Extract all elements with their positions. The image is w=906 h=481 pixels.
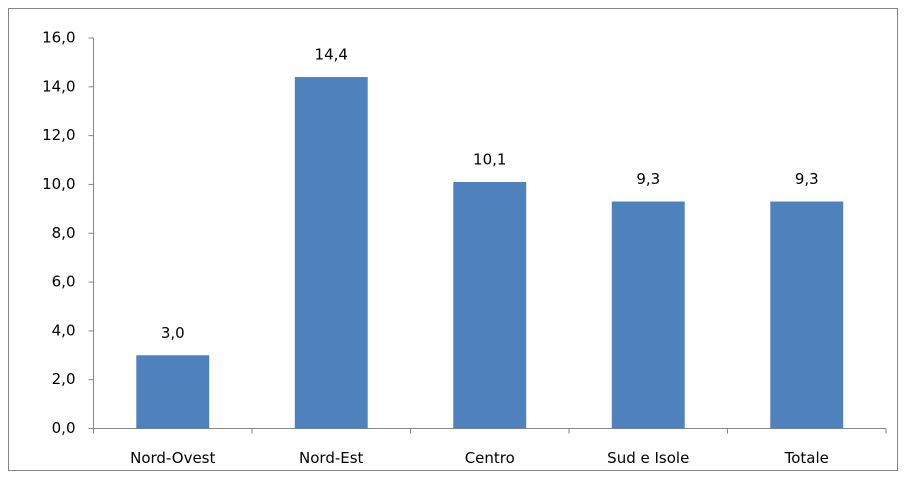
x-tick-label: Nord-Est — [299, 449, 364, 467]
x-tick-label: Totale — [784, 449, 829, 467]
data-label: 10,1 — [473, 150, 506, 168]
y-tick-label: 2,0 — [52, 370, 76, 388]
y-tick-label: 14,0 — [42, 77, 75, 95]
x-tick-label: Sud e Isole — [607, 449, 689, 467]
data-label: 9,3 — [795, 170, 819, 188]
data-label: 14,4 — [315, 46, 348, 64]
bar — [770, 201, 844, 429]
y-tick-label: 16,0 — [42, 29, 75, 47]
bar — [453, 181, 527, 429]
y-tick-label: 4,0 — [52, 321, 76, 339]
y-tick-label: 10,0 — [42, 175, 75, 193]
bar — [611, 201, 685, 429]
data-label: 3,0 — [161, 324, 185, 342]
data-label: 9,3 — [636, 170, 660, 188]
y-tick-label: 12,0 — [42, 126, 75, 144]
y-tick-label: 8,0 — [52, 224, 76, 242]
x-tick-label: Nord-Ovest — [130, 449, 215, 467]
y-tick-label: 0,0 — [52, 419, 76, 437]
x-tick-label: Centro — [465, 449, 515, 467]
bar — [136, 355, 210, 429]
bar — [294, 77, 368, 429]
y-tick-label: 6,0 — [52, 273, 76, 291]
